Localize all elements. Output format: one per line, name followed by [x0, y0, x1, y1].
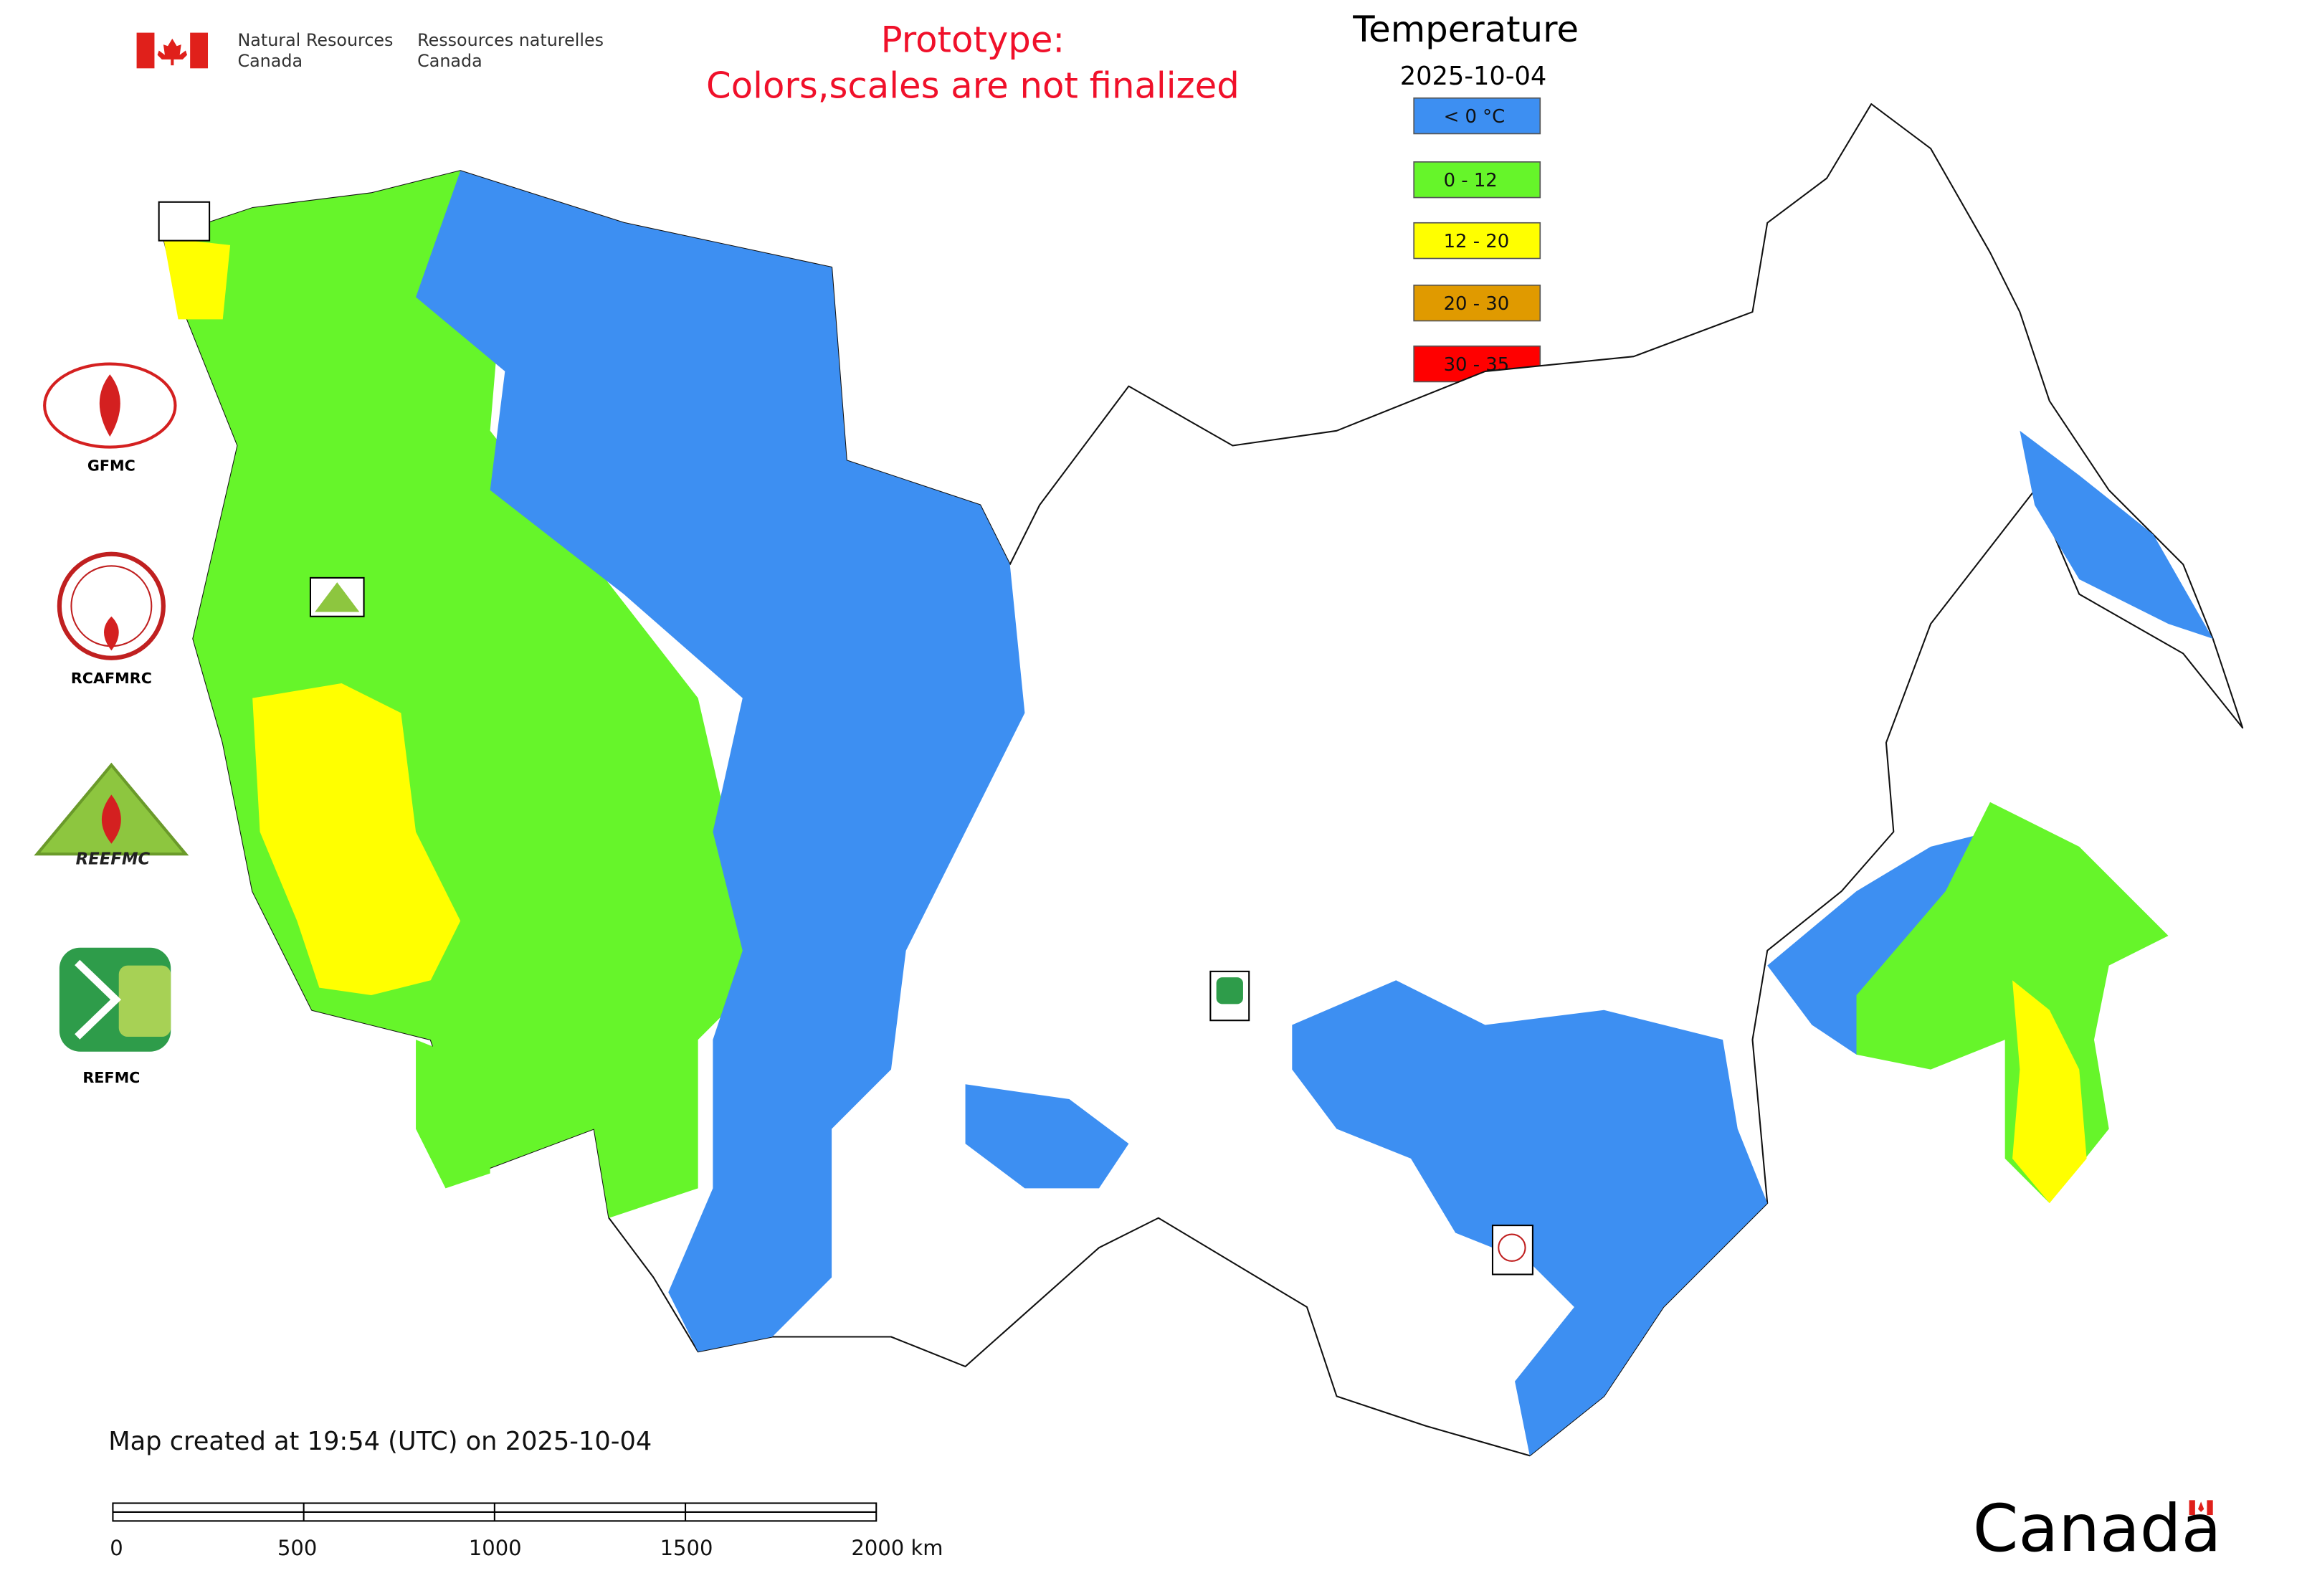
logo-label: GFMC: [87, 457, 135, 475]
nrcan-signature: Natural Resources Canada Ressources natu…: [136, 30, 604, 71]
notice: Colors,scales are not finalized: [706, 65, 1240, 107]
scale-label: 0: [110, 1536, 123, 1560]
scale-label: 2000 km: [851, 1536, 943, 1560]
legend-swatch: [1413, 284, 1541, 322]
canada-wordmark: Canada: [1973, 1491, 2222, 1567]
scale-label: 1500: [660, 1536, 713, 1560]
maple-leaf: [157, 38, 188, 66]
region-green: [416, 802, 2169, 1204]
scale-label: 1000: [469, 1536, 522, 1560]
flag-bar: [136, 32, 155, 69]
logo-text: REEFMC: [76, 850, 151, 869]
legend-swatch: [1413, 97, 1541, 135]
logo-label: REFMC: [82, 1069, 140, 1086]
legend-label: 0 - 12: [1444, 170, 1498, 191]
region-blue: [416, 171, 1025, 1352]
legend-label: < 0 °C: [1444, 106, 1506, 128]
flag-bar: [190, 32, 209, 69]
logo-refmc: REFMC: [59, 947, 171, 1086]
notice: Prototype:: [881, 19, 1065, 61]
legend-label: 20 - 30: [1444, 293, 1510, 315]
wordmark-flag: [2189, 1500, 2213, 1516]
scale-label: 500: [277, 1536, 317, 1560]
scale-bar: [112, 1502, 877, 1522]
legend-label: 12 - 20: [1444, 231, 1510, 252]
legend-title: Temperature: [1352, 9, 1579, 50]
agency-fr: Canada: [417, 51, 482, 71]
agency-fr: Ressources naturelles: [417, 30, 604, 50]
logo-label: RCAFMRC: [71, 670, 152, 687]
logo-rcafmrc: RCAFMRC: [57, 551, 166, 687]
legend-date: 2025-10-04: [1400, 62, 1547, 91]
legend-swatch: [1413, 161, 1541, 199]
logo-gfmc: GFMC: [43, 362, 177, 475]
scale-labels: 0 500 1000 1500 2000 km: [110, 1536, 943, 1560]
agency-en: Natural Resources: [237, 30, 393, 50]
map-markers: [158, 201, 1533, 1276]
logo-reefmc: REEFMC: [34, 762, 189, 869]
created-note: Map created at 19:54 (UTC) on 2025-10-04: [108, 1427, 652, 1456]
legend-swatch: [1413, 222, 1541, 260]
map: [162, 103, 2244, 1457]
agency-en: Canada: [237, 51, 303, 71]
